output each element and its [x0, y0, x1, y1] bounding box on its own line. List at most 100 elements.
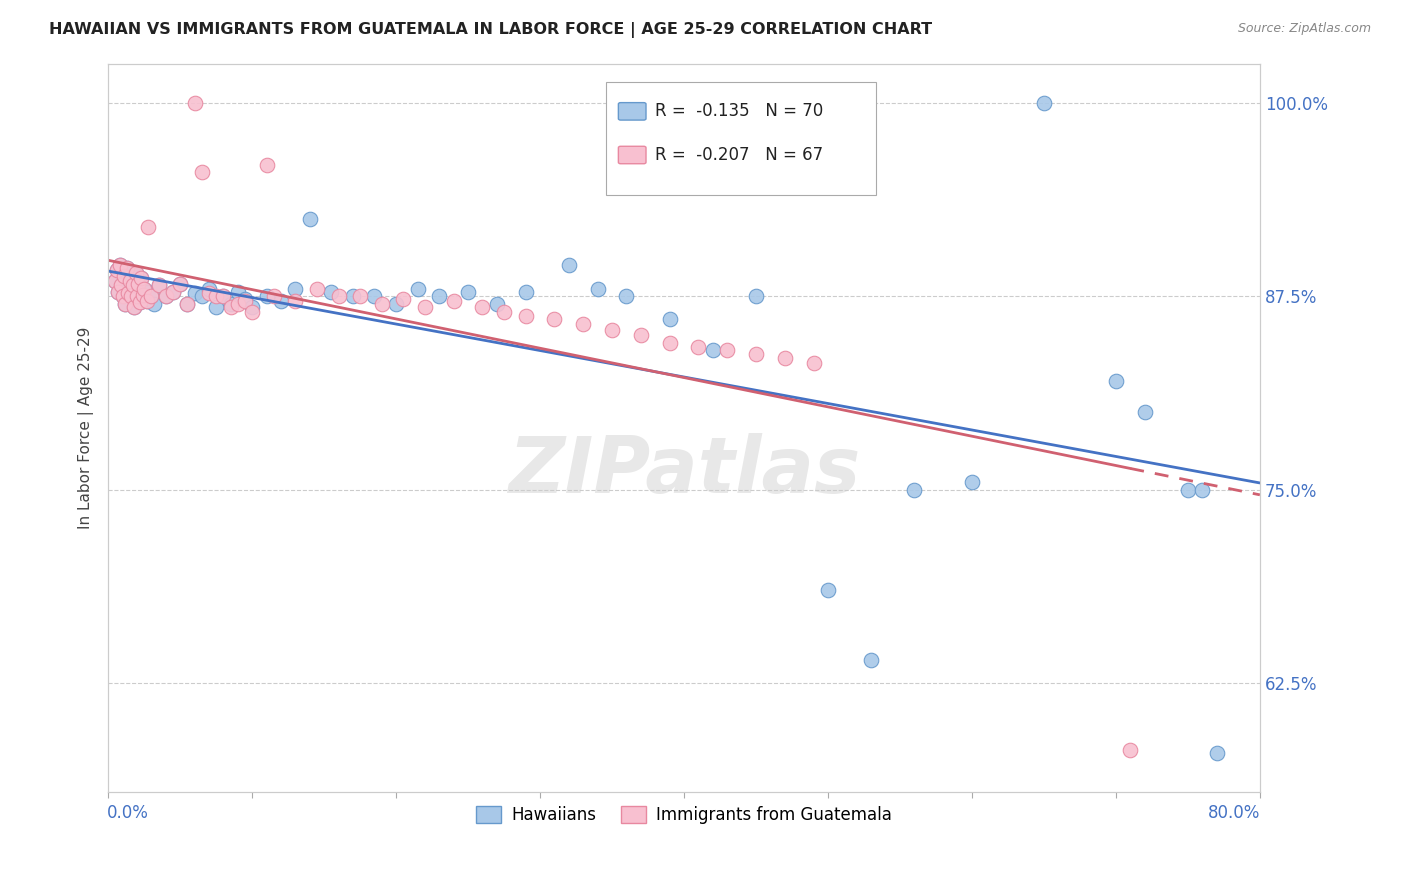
Point — [494, 304, 516, 318]
Point — [212, 289, 235, 303]
FancyBboxPatch shape — [606, 82, 876, 195]
Point — [134, 281, 156, 295]
Point — [115, 261, 138, 276]
Point — [205, 289, 228, 303]
Point — [284, 293, 307, 308]
Point — [115, 261, 138, 276]
Text: 80.0%: 80.0% — [1208, 804, 1260, 822]
Point — [616, 289, 638, 303]
Point — [128, 295, 150, 310]
Point — [226, 297, 249, 311]
Point — [233, 293, 256, 307]
Point — [392, 293, 415, 307]
Point — [183, 95, 205, 110]
Point — [240, 304, 263, 318]
Point — [198, 281, 221, 295]
Point — [121, 278, 143, 293]
Point — [176, 297, 198, 311]
Point — [155, 289, 177, 303]
Point — [141, 289, 163, 303]
Point — [342, 289, 364, 303]
Point — [406, 281, 429, 295]
Point — [1177, 483, 1199, 497]
Point — [117, 286, 139, 301]
Point — [111, 289, 134, 303]
Point — [121, 278, 143, 293]
Point — [298, 211, 321, 226]
Point — [284, 281, 307, 295]
Point — [370, 297, 392, 311]
Point — [138, 285, 160, 299]
FancyBboxPatch shape — [619, 103, 645, 120]
Point — [658, 335, 681, 350]
Point — [136, 293, 159, 308]
Y-axis label: In Labor Force | Age 25-29: In Labor Force | Age 25-29 — [79, 326, 94, 529]
Point — [111, 289, 134, 303]
Point — [471, 300, 494, 314]
Point — [903, 483, 925, 497]
Point — [162, 285, 184, 299]
Point — [658, 312, 681, 326]
Point — [226, 285, 249, 299]
Text: Source: ZipAtlas.com: Source: ZipAtlas.com — [1237, 22, 1371, 36]
Text: R =  -0.135   N = 70: R = -0.135 N = 70 — [655, 103, 824, 120]
Point — [1205, 746, 1227, 760]
Point — [124, 266, 146, 280]
Point — [219, 300, 242, 314]
Point — [120, 289, 142, 303]
Point — [485, 297, 508, 311]
Point — [107, 285, 129, 299]
Point — [305, 281, 328, 295]
Point — [118, 274, 141, 288]
Point — [118, 274, 141, 288]
Point — [129, 270, 152, 285]
Point — [107, 285, 129, 299]
Point — [572, 317, 595, 331]
Point — [110, 278, 132, 293]
Point — [1105, 375, 1128, 389]
Point — [328, 289, 350, 303]
Point — [122, 300, 145, 314]
Point — [803, 356, 825, 370]
Point — [127, 277, 149, 291]
Point — [630, 328, 652, 343]
Point — [443, 293, 465, 308]
Point — [745, 289, 768, 303]
Point — [125, 289, 148, 303]
Point — [349, 289, 371, 303]
Point — [148, 278, 170, 293]
Point — [110, 278, 132, 293]
Point — [105, 263, 128, 277]
Point — [122, 300, 145, 314]
Point — [169, 277, 191, 291]
Point — [129, 270, 152, 285]
Text: R =  -0.207   N = 67: R = -0.207 N = 67 — [655, 146, 824, 164]
Point — [256, 289, 278, 303]
Point — [240, 300, 263, 314]
Point — [960, 475, 983, 489]
Point — [176, 297, 198, 311]
Point — [141, 289, 163, 303]
Point — [198, 286, 221, 301]
Point — [120, 289, 142, 303]
Point — [190, 289, 212, 303]
Point — [1119, 743, 1142, 757]
Point — [745, 346, 768, 360]
Point — [205, 300, 228, 314]
Point — [125, 289, 148, 303]
Point — [105, 263, 128, 277]
Point — [128, 295, 150, 310]
Point — [702, 343, 724, 358]
Point — [543, 312, 565, 326]
Point — [183, 286, 205, 301]
Point — [112, 269, 135, 284]
Point — [233, 293, 256, 308]
Point — [688, 340, 710, 354]
FancyBboxPatch shape — [619, 146, 645, 164]
Point — [136, 293, 159, 308]
Text: ZIPatlas: ZIPatlas — [508, 434, 860, 509]
Point — [413, 300, 436, 314]
Point — [132, 287, 155, 301]
Point — [138, 219, 160, 234]
Point — [716, 343, 738, 358]
